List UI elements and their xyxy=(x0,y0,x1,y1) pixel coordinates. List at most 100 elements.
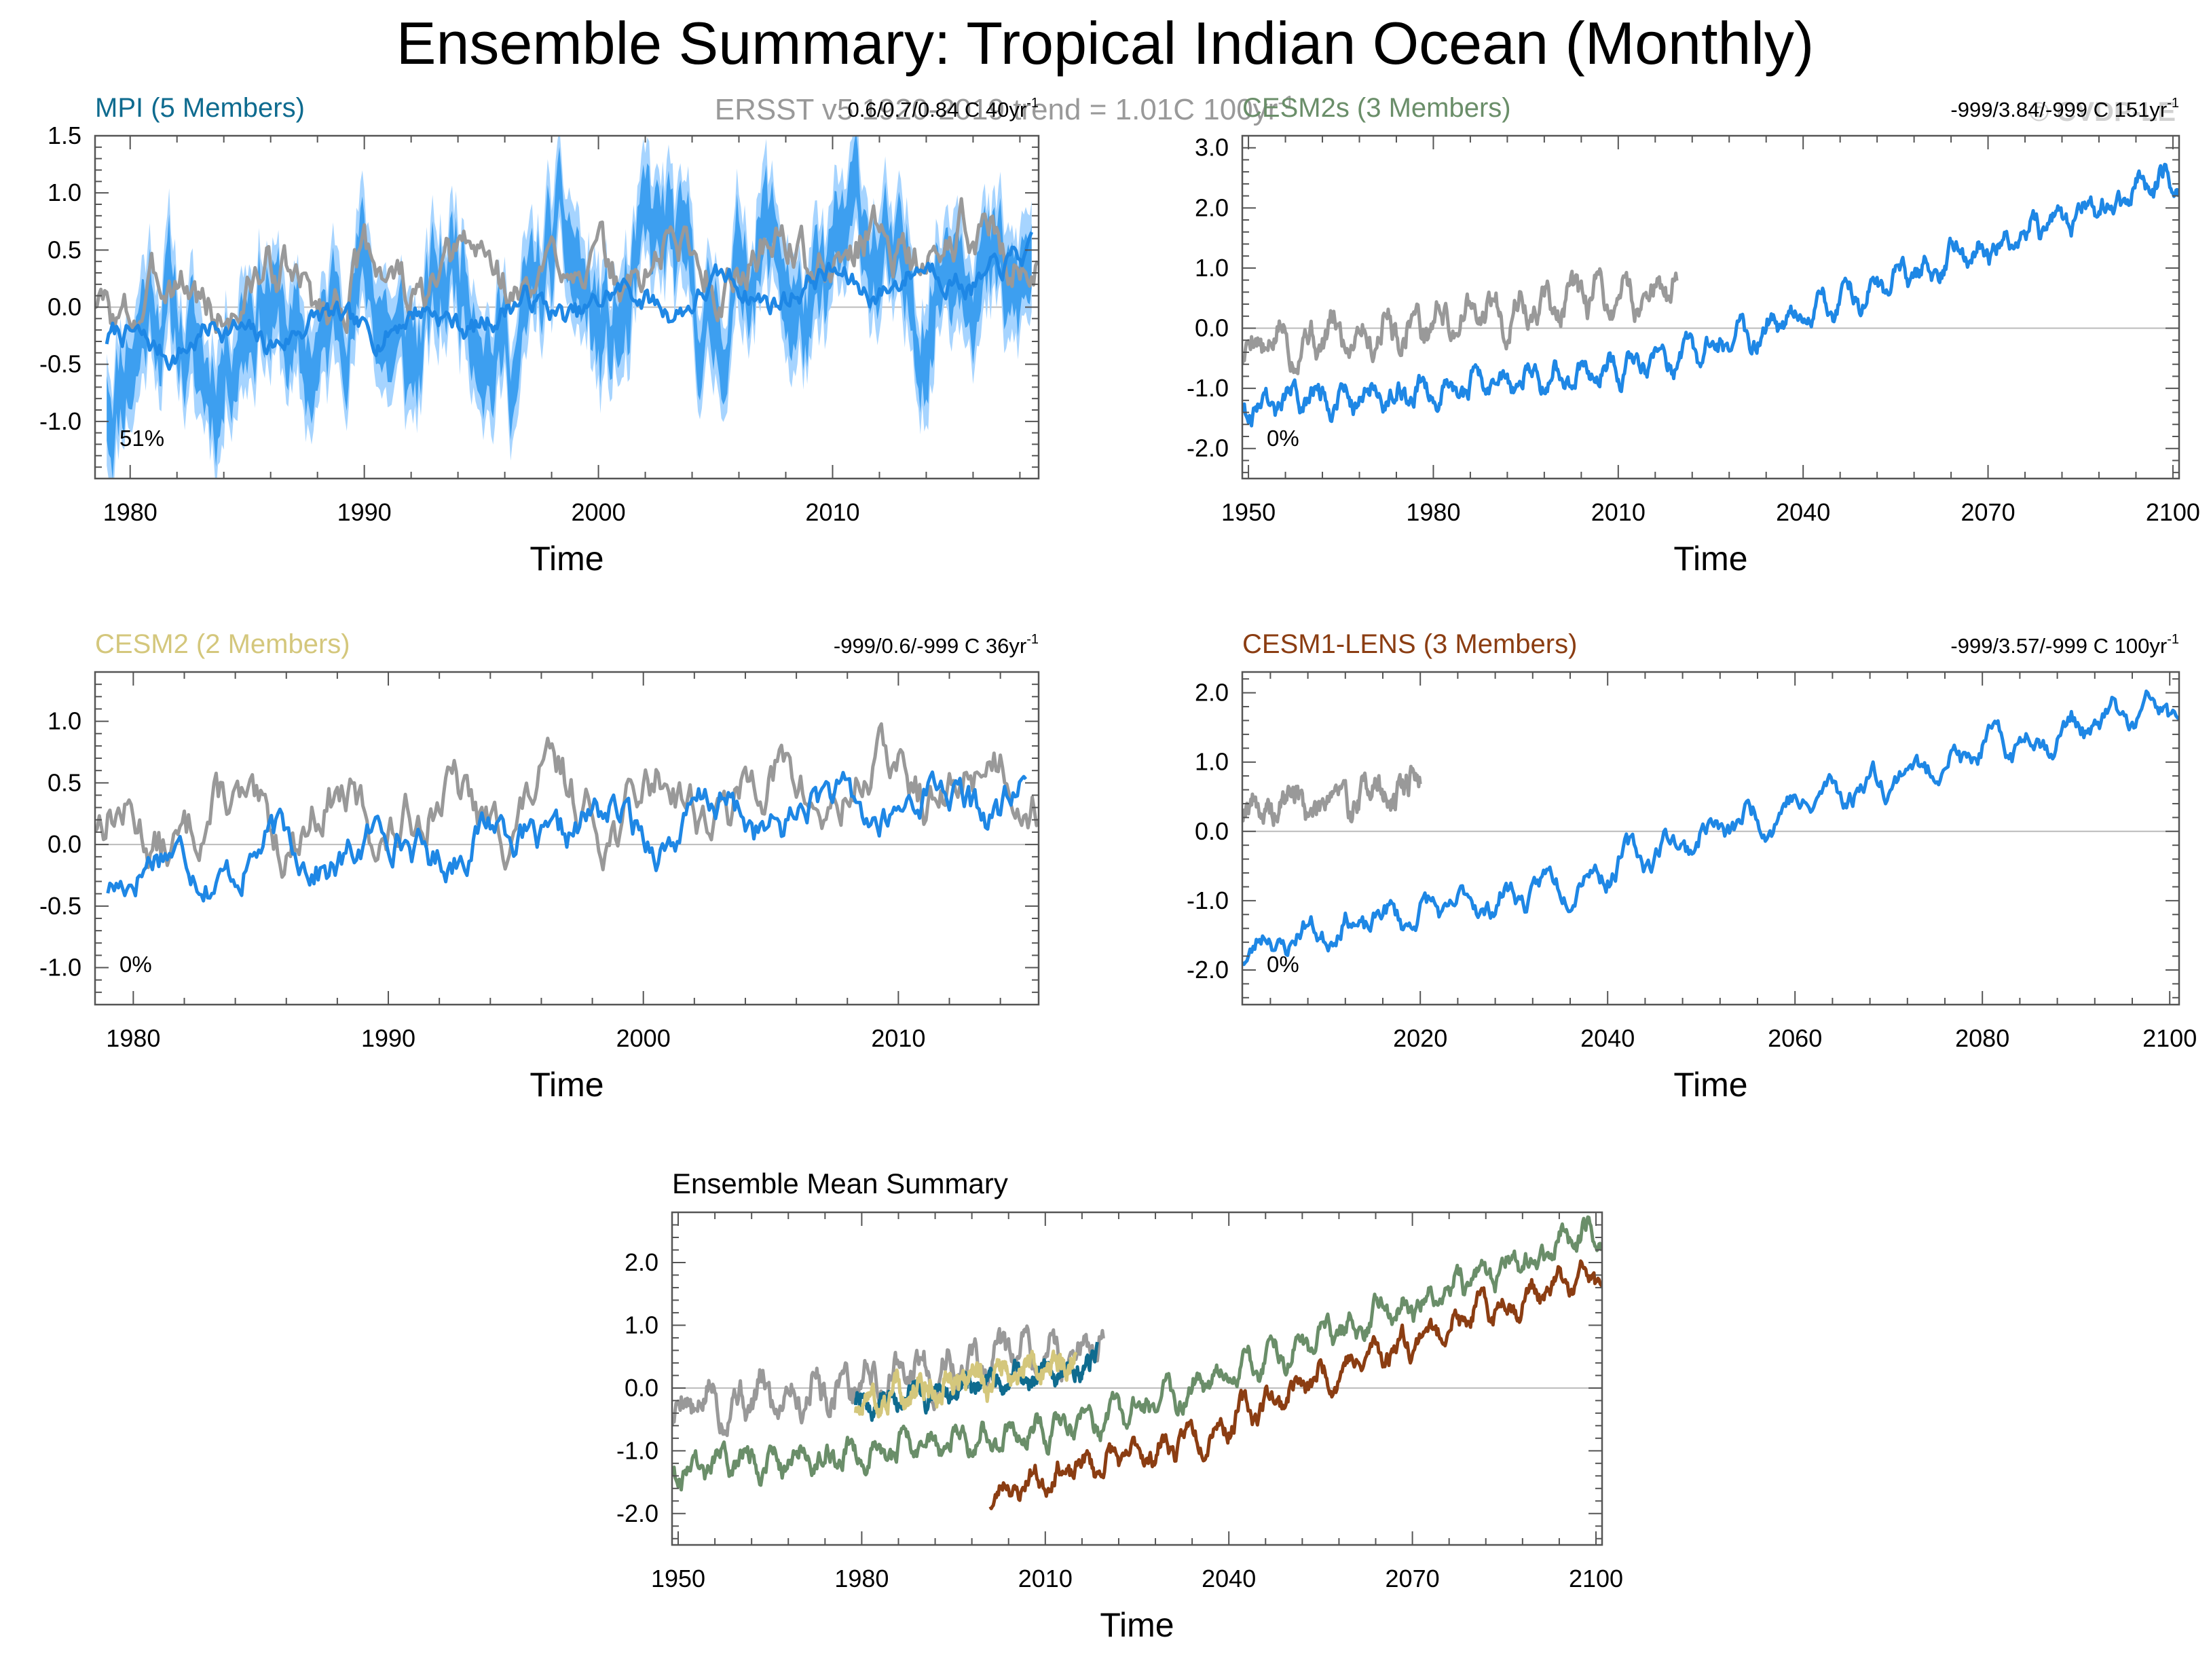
trend-label-text: -999/3.57/-999 C 100yr xyxy=(1950,634,2167,658)
series-line-mpi xyxy=(853,1341,1099,1422)
series-line-ensemble-mean xyxy=(106,770,1028,903)
panel-lens: 2020 2040 2060 2080 2100 2.0 1.0 0.0 -1.0 -2.0 Tim… xyxy=(1187,629,2197,1104)
series-line-cesm2s xyxy=(672,1215,1602,1492)
y-tick-label: -1.0 xyxy=(39,954,81,982)
x-tick-label: 1950 xyxy=(1221,498,1276,526)
trend-label-text: -999/0.6/-999 C 36yr xyxy=(834,634,1026,658)
y-tick-label: 2.0 xyxy=(1195,193,1229,221)
y-tick-label: 2.0 xyxy=(625,1248,658,1276)
panel-summary: 1950 1980 2010 2040 2070 2100 2.0 1.0 0.0 -1.0 -2.… xyxy=(616,1168,1623,1644)
panel-title: CESM2 (2 Members) xyxy=(95,629,350,659)
x-tick-label: 1980 xyxy=(1406,498,1460,526)
y-tick-label: 1.0 xyxy=(1195,254,1229,282)
x-tick-label: 2070 xyxy=(1961,498,2015,526)
x-tick-label: 2040 xyxy=(1776,498,1830,526)
y-tick-label: 0.0 xyxy=(625,1374,658,1402)
plot-area xyxy=(95,136,1039,479)
figure-title: Ensemble Summary: Tropical Indian Ocean … xyxy=(396,10,1814,77)
plot-frame xyxy=(1241,671,2180,1006)
panel-mpi: 1980 1990 2000 2010 1.5 1.0 0.5 0.0 -0.5 -1.0 Time… xyxy=(39,93,1040,578)
plot-frame xyxy=(671,1211,1603,1546)
watermark: © CVDP-LE xyxy=(2029,97,2176,127)
y-tick-label: 0.0 xyxy=(48,293,81,321)
x-tick-label: 2000 xyxy=(616,1024,671,1052)
y-tick-label: 1.0 xyxy=(1195,748,1229,776)
x-tick-label: 2010 xyxy=(1591,498,1646,526)
percent-label: 0% xyxy=(1267,426,1299,451)
trend-label-text: 0.6/0.7/0.84 C 40yr xyxy=(848,98,1027,122)
panel-cesm2: 1980 1990 2000 2010 1.0 0.5 0.0 -0.5 -1.0 Time CES… xyxy=(39,629,1040,1104)
trend-label-text: -999/3.84/-999 C 151yr xyxy=(1950,98,2167,122)
plot-area xyxy=(1242,689,2179,967)
trend-label: -999/3.84/-999 C 151yr-1 xyxy=(1950,96,2179,122)
x-axis-title: Time xyxy=(1673,1066,1747,1104)
x-tick-label: 2020 xyxy=(1393,1024,1447,1052)
x-axis-title: Time xyxy=(529,540,603,578)
y-tick-label: 3.0 xyxy=(1195,134,1229,162)
x-tick-label: 2010 xyxy=(805,498,859,526)
y-tick-label: 2.0 xyxy=(1195,679,1229,707)
x-axis-title: Time xyxy=(529,1066,603,1104)
y-tick-label: 0.0 xyxy=(48,830,81,858)
series-line-cesm1-lens xyxy=(988,1259,1602,1510)
y-tick-label: 1.0 xyxy=(625,1311,658,1339)
y-tick-label: -2.0 xyxy=(1187,956,1229,984)
series-line-observations xyxy=(95,197,1039,335)
x-tick-label: 2060 xyxy=(1768,1024,1822,1052)
x-tick-label: 2070 xyxy=(1386,1565,1440,1592)
panel-title: CESM2s (3 Members) xyxy=(1242,93,1511,123)
x-tick-label: 1980 xyxy=(103,498,157,526)
percent-label: 0% xyxy=(119,952,152,977)
x-tick-label: 2100 xyxy=(2142,1024,2197,1052)
percent-label: 0% xyxy=(1267,952,1299,977)
trend-label-exponent: -1 xyxy=(2167,632,2179,647)
x-tick-label: 1990 xyxy=(337,498,392,526)
plot-area xyxy=(672,1215,1602,1510)
panel-cesm2s: 1950 1980 2010 2040 2070 2100 3.0 2.0 1.0 0.0 -1.0… xyxy=(1187,93,2200,578)
x-tick-label: 1950 xyxy=(651,1565,705,1592)
x-tick-label: 2000 xyxy=(572,498,626,526)
x-tick-label: 1980 xyxy=(834,1565,889,1592)
y-tick-label: -0.5 xyxy=(39,350,81,378)
obs-trend-exponent: -1 xyxy=(1278,92,1295,113)
x-tick-label: 2040 xyxy=(1202,1565,1256,1592)
panel-title: Ensemble Mean Summary xyxy=(672,1168,1008,1199)
y-tick-label: -1.0 xyxy=(1187,886,1229,914)
trend-label: -999/3.57/-999 C 100yr-1 xyxy=(1950,632,2179,658)
plot-area xyxy=(1242,162,2179,428)
x-tick-label: 2100 xyxy=(1569,1565,1623,1592)
y-tick-label: 0.5 xyxy=(48,236,81,263)
y-tick-label: 1.0 xyxy=(48,179,81,206)
y-tick-label: 0.0 xyxy=(1195,817,1229,845)
series-line-observations xyxy=(1242,267,1679,375)
x-tick-label: 2100 xyxy=(2146,498,2200,526)
y-tick-label: 0.5 xyxy=(48,768,81,796)
series-line-observations xyxy=(1242,764,1422,827)
trend-label-exponent: -1 xyxy=(1026,632,1039,647)
x-tick-label: 1980 xyxy=(106,1024,160,1052)
y-tick-label: -1.0 xyxy=(39,407,81,435)
y-tick-label: 1.0 xyxy=(48,707,81,735)
plot-area xyxy=(95,722,1039,903)
x-tick-label: 1990 xyxy=(361,1024,415,1052)
x-tick-label: 2010 xyxy=(1018,1565,1073,1592)
y-tick-label: -1.0 xyxy=(616,1436,658,1464)
x-axis-title: Time xyxy=(1673,540,1747,578)
x-tick-label: 2010 xyxy=(871,1024,925,1052)
x-tick-label: 2080 xyxy=(1955,1024,2009,1052)
y-tick-label: 1.5 xyxy=(48,122,81,149)
y-tick-label: 0.0 xyxy=(1195,314,1229,342)
trend-label: 0.6/0.7/0.84 C 40yr-1 xyxy=(848,96,1039,122)
obs-trend-subtitle: ERSST v5 1920-2019 trend = 1.01C 100yr-1 xyxy=(715,92,1295,126)
ensemble-spread-outer xyxy=(107,136,1032,479)
percent-label: 51% xyxy=(119,426,164,451)
x-axis-title: Time xyxy=(1100,1606,1174,1644)
trend-label-exponent: -1 xyxy=(1026,96,1039,111)
panel-title: CESM1-LENS (3 Members) xyxy=(1242,629,1577,659)
y-tick-label: -0.5 xyxy=(39,892,81,920)
y-tick-label: -1.0 xyxy=(1187,374,1229,402)
panel-title: MPI (5 Members) xyxy=(95,93,305,123)
plot-frame xyxy=(1241,134,2180,480)
trend-label-exponent: -1 xyxy=(2167,96,2179,111)
